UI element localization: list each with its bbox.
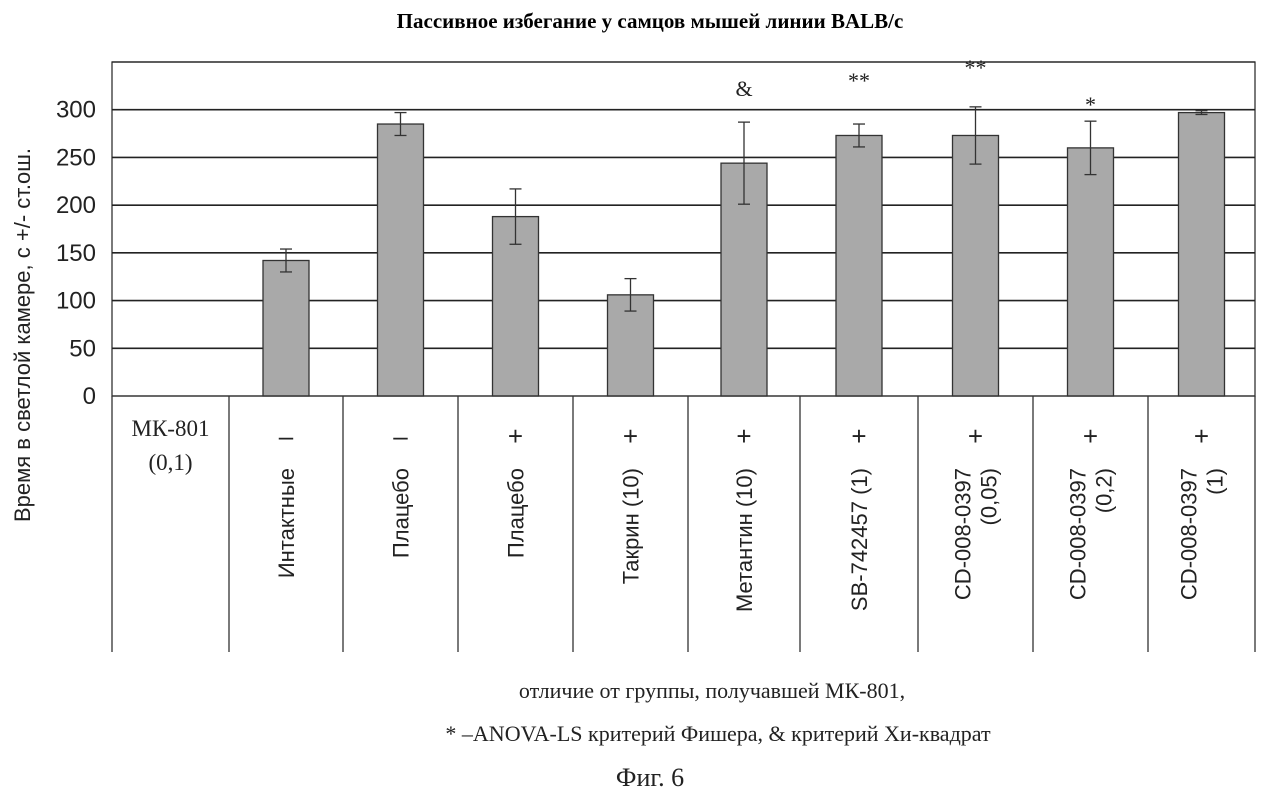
significance-marker: * [1085,92,1096,117]
y-tick-label: 0 [83,383,96,410]
group-label: Интактные [274,468,299,578]
mk801-sign: – [279,421,294,451]
bar [1068,148,1114,396]
y-tick-label: 250 [56,144,96,171]
y-tick-label: 300 [56,97,96,124]
group-label: CD-008-0397 [1066,468,1091,600]
group-label: (0,2) [1092,468,1117,513]
group-label: (0,05) [977,468,1002,525]
bar [263,260,309,396]
group-label: (1) [1203,468,1228,495]
row-header: (0,1) [148,450,192,475]
chart-title: Пассивное избегание у самцов мышей линии… [397,9,904,33]
group-label: Метантин (10) [732,468,757,612]
bar [953,135,999,396]
y-tick-label: 50 [69,335,96,362]
y-tick-label: 150 [56,240,96,267]
mk801-sign: + [508,421,523,451]
y-tick-label: 100 [56,288,96,315]
group-label: Такрин (10) [619,468,644,584]
mk801-sign: + [968,421,983,451]
y-axis-label: Время в светлой камере, с +/- ст.ош. [10,148,35,522]
y-tick-label: 200 [56,192,96,219]
category-table: МК-801 (0,1) – Интактные – Плацебо + Плацебо + Та… [112,396,1255,652]
significance-marker: ** [965,55,987,80]
group-label: Плацебо [504,468,529,558]
significance-marker: & [735,76,752,101]
group-label: Плацебо [389,468,414,558]
plot-area: 050100150200250300&***** [56,55,1255,410]
row-header: МК-801 [132,416,210,441]
figure-caption: Фиг. 6 [616,763,684,792]
mk801-sign: + [1083,421,1098,451]
bar [378,124,424,396]
significance-marker: ** [848,68,870,93]
group-label: CD-008-0397 [1177,468,1202,600]
bar [836,135,882,396]
footnote-line-2: * –ANOVA-LS критерий Фишера, & критерий … [445,721,991,746]
mk801-sign: + [623,421,638,451]
group-label: SB-742457 (1) [847,468,872,611]
mk801-sign: + [851,421,866,451]
group-label: CD-008-0397 [951,468,976,600]
bar [1179,113,1225,396]
mk801-sign: + [736,421,751,451]
mk801-sign: + [1194,421,1209,451]
footnote-line-1: отличие от группы, получавшей МК-801, [519,678,905,703]
mk801-sign: – [393,421,408,451]
